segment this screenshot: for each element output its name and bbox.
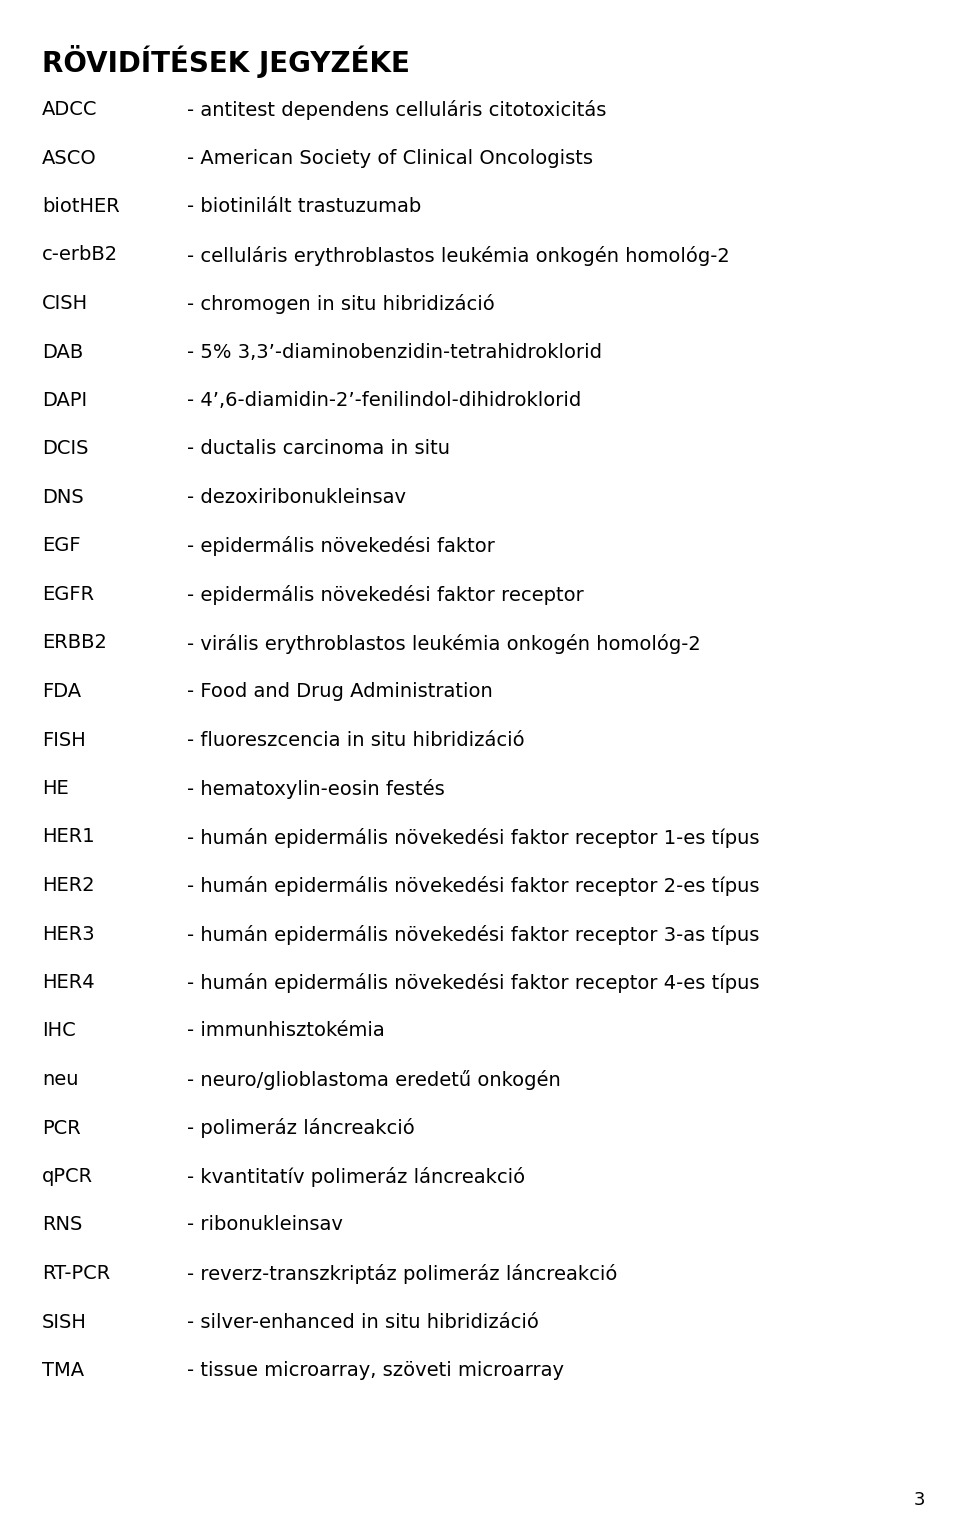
Text: qPCR: qPCR	[42, 1167, 93, 1186]
Text: - reverz-transzkriptáz polimeráz láncreakció: - reverz-transzkriptáz polimeráz láncrea…	[187, 1264, 617, 1284]
Text: - tissue microarray, szöveti microarray: - tissue microarray, szöveti microarray	[187, 1361, 564, 1381]
Text: - kvantitatív polimeráz láncreakció: - kvantitatív polimeráz láncreakció	[187, 1167, 525, 1187]
Text: SISH: SISH	[42, 1313, 86, 1332]
Text: CISH: CISH	[42, 295, 88, 313]
Text: PCR: PCR	[42, 1118, 81, 1138]
Text: EGF: EGF	[42, 537, 81, 555]
Text: - epidermális növekedési faktor: - epidermális növekedési faktor	[187, 537, 494, 557]
Text: - fluoreszcencia in situ hibridizáció: - fluoreszcencia in situ hibridizáció	[187, 730, 524, 750]
Text: RNS: RNS	[42, 1215, 83, 1235]
Text: - ribonukleinsav: - ribonukleinsav	[187, 1215, 343, 1235]
Text: - humán epidermális növekedési faktor receptor 2-es típus: - humán epidermális növekedési faktor re…	[187, 876, 759, 896]
Text: FISH: FISH	[42, 730, 85, 750]
Text: HER3: HER3	[42, 925, 95, 943]
Text: - American Society of Clinical Oncologists: - American Society of Clinical Oncologis…	[187, 149, 593, 167]
Text: RÖVIDÍTÉSEK JEGYZÉKE: RÖVIDÍTÉSEK JEGYZÉKE	[42, 44, 410, 78]
Text: - Food and Drug Administration: - Food and Drug Administration	[187, 683, 492, 701]
Text: - ductalis carcinoma in situ: - ductalis carcinoma in situ	[187, 440, 450, 459]
Text: DAB: DAB	[42, 342, 84, 362]
Text: - immunhisztokémia: - immunhisztokémia	[187, 1022, 385, 1040]
Text: HE: HE	[42, 779, 69, 798]
Text: TMA: TMA	[42, 1361, 84, 1381]
Text: ERBB2: ERBB2	[42, 634, 107, 652]
Text: FDA: FDA	[42, 683, 82, 701]
Text: HER2: HER2	[42, 876, 95, 894]
Text: - humán epidermális növekedési faktor receptor 1-es típus: - humán epidermális növekedési faktor re…	[187, 827, 759, 847]
Text: - epidermális növekedési faktor receptor: - epidermális növekedési faktor receptor	[187, 584, 584, 604]
Text: - neuro/glioblastoma eredetű onkogén: - neuro/glioblastoma eredetű onkogén	[187, 1071, 561, 1091]
Text: 3: 3	[914, 1491, 925, 1509]
Text: IHC: IHC	[42, 1022, 76, 1040]
Text: DAPI: DAPI	[42, 391, 87, 410]
Text: ASCO: ASCO	[42, 149, 97, 167]
Text: DNS: DNS	[42, 488, 84, 508]
Text: EGFR: EGFR	[42, 584, 94, 604]
Text: c-erbB2: c-erbB2	[42, 245, 118, 264]
Text: neu: neu	[42, 1071, 79, 1089]
Text: - dezoxiribonukleinsav: - dezoxiribonukleinsav	[187, 488, 406, 508]
Text: HER4: HER4	[42, 973, 95, 992]
Text: - biotinilált trastuzumab: - biotinilált trastuzumab	[187, 196, 421, 216]
Text: - 5% 3,3’-diaminobenzidin-tetrahidroklorid: - 5% 3,3’-diaminobenzidin-tetrahidroklor…	[187, 342, 602, 362]
Text: - 4’,6-diamidin-2’-fenilindol-dihidroklorid: - 4’,6-diamidin-2’-fenilindol-dihidroklo…	[187, 391, 581, 410]
Text: ADCC: ADCC	[42, 100, 98, 120]
Text: DCIS: DCIS	[42, 440, 88, 459]
Text: RT-PCR: RT-PCR	[42, 1264, 110, 1282]
Text: - silver-enhanced in situ hibridizáció: - silver-enhanced in situ hibridizáció	[187, 1313, 539, 1332]
Text: biotHER: biotHER	[42, 196, 120, 216]
Text: - virális erythroblastos leukémia onkogén homológ-2: - virális erythroblastos leukémia onkogé…	[187, 634, 701, 653]
Text: - hematoxylin-eosin festés: - hematoxylin-eosin festés	[187, 779, 444, 799]
Text: - celluláris erythroblastos leukémia onkogén homológ-2: - celluláris erythroblastos leukémia onk…	[187, 245, 730, 265]
Text: - polimeráz láncreakció: - polimeráz láncreakció	[187, 1118, 415, 1138]
Text: HER1: HER1	[42, 827, 95, 847]
Text: - chromogen in situ hibridizáció: - chromogen in situ hibridizáció	[187, 295, 494, 314]
Text: - humán epidermális növekedési faktor receptor 3-as típus: - humán epidermális növekedési faktor re…	[187, 925, 759, 945]
Text: - humán epidermális növekedési faktor receptor 4-es típus: - humán epidermális növekedési faktor re…	[187, 973, 759, 992]
Text: - antitest dependens celluláris citotoxicitás: - antitest dependens celluláris citotoxi…	[187, 100, 607, 120]
